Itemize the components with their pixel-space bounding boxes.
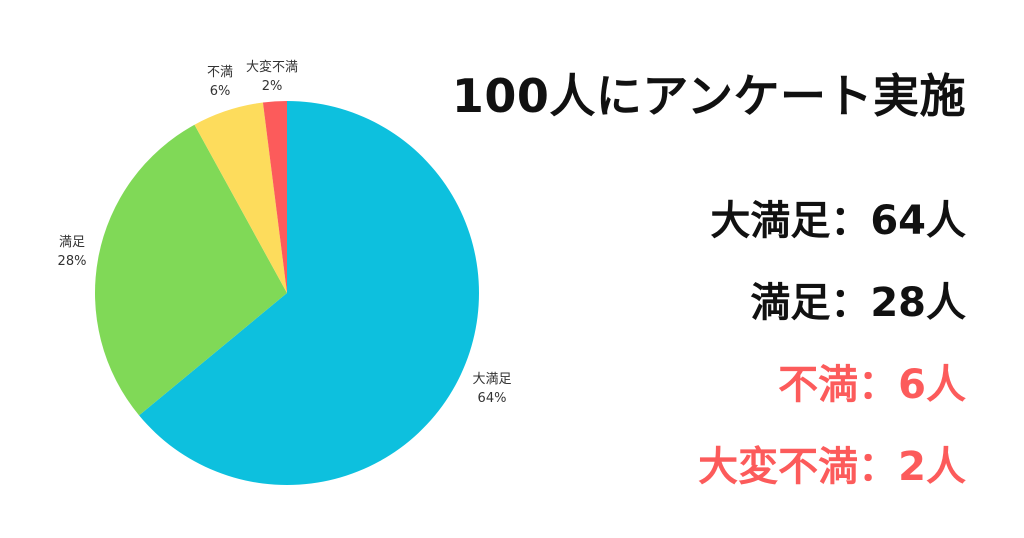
slice-percent-0: 64% xyxy=(478,391,507,406)
slice-label-1: 満足 xyxy=(59,235,85,250)
slice-label-2: 不満 xyxy=(207,65,233,80)
summary-row-satisfied: 満足：28人 xyxy=(750,280,966,326)
pie-slice-3 xyxy=(262,101,287,293)
summary-row-very-satisfied: 大満足：64人 xyxy=(710,198,966,244)
slice-percent-3: 2% xyxy=(262,79,283,94)
slice-percent-1: 28% xyxy=(58,254,87,269)
slice-label-0: 大満足 xyxy=(472,372,511,387)
slice-label-3: 大変不満 xyxy=(246,59,298,75)
pie-slice-0 xyxy=(139,101,479,486)
summary-row-very-dissatisfied: 大変不満：2人 xyxy=(698,444,966,490)
chart-title: 100人にアンケート実施 xyxy=(451,69,966,123)
survey-summary: 大満足：64人 満足：28人 不満：6人 大変不満：2人 xyxy=(698,180,966,508)
pie-slice-2 xyxy=(194,102,287,293)
summary-row-dissatisfied: 不満：6人 xyxy=(778,362,966,408)
pie-chart: 大満足 64% 満足 28% 不満 6% 大変不満 2% xyxy=(58,59,512,486)
slice-percent-2: 6% xyxy=(210,84,231,99)
pie-slice-1 xyxy=(95,124,288,416)
